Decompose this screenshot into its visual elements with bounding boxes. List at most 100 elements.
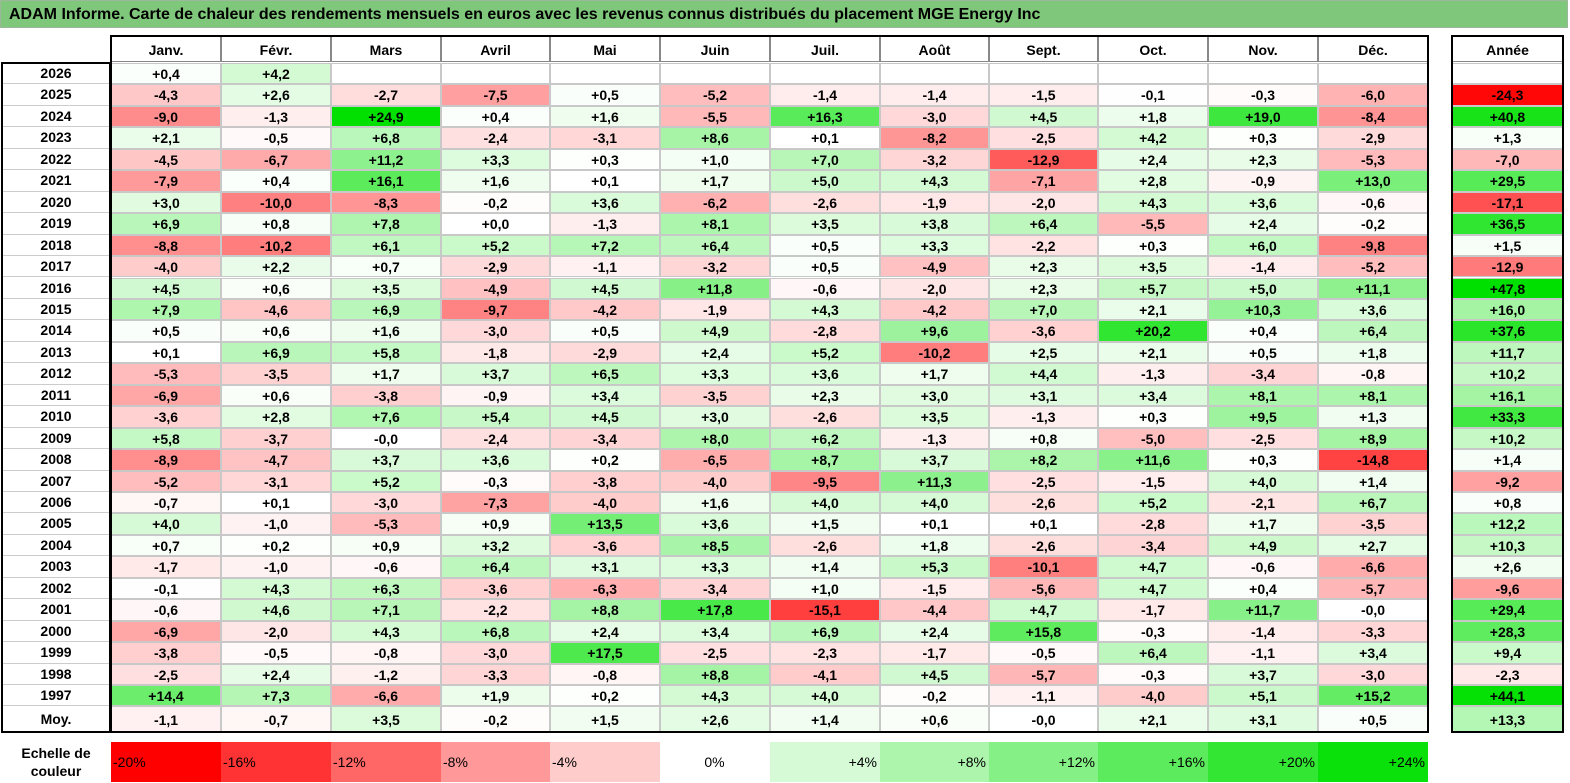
month-header-6: Juin [660, 36, 770, 62]
heatmap-cell: -0,8 [550, 663, 660, 686]
heatmap-cell: -0,6 [1208, 556, 1318, 578]
heatmap-cell: +3,0 [111, 191, 221, 214]
heatmap-cell: -0,1 [1098, 84, 1208, 106]
heatmap-cell: +7,3 [221, 685, 331, 707]
heatmap-cell: +20,2 [1098, 320, 1208, 342]
heatmap-cell: -0,0 [331, 427, 441, 450]
heatmap-cell: +3,7 [1208, 663, 1318, 686]
heatmap-cell: -0,8 [331, 642, 441, 664]
heatmap-cell: +2,1 [111, 127, 221, 149]
heatmap-cell: +5,2 [331, 470, 441, 492]
heatmap-cell: -4,1 [770, 663, 880, 686]
month-header-4: Avril [441, 36, 550, 62]
heatmap-cell: -3,3 [1318, 620, 1428, 643]
heatmap-cell: +0,4 [221, 170, 331, 192]
year-label: 2006 [2, 492, 110, 514]
average-cell: +0,6 [880, 706, 989, 732]
annual-cell: +9,4 [1452, 642, 1563, 664]
heatmap-cell: +3,6 [550, 191, 660, 214]
heatmap-cell: -5,2 [660, 84, 770, 106]
heatmap-cell: -3,8 [111, 642, 221, 664]
color-scale-label-text: Echelle de couleur [21, 745, 91, 779]
heatmap-cell: -8,9 [111, 449, 221, 471]
heatmap-cell: +2,4 [880, 620, 989, 643]
heatmap-cell: +3,6 [1318, 298, 1428, 321]
heatmap-cell: +8,5 [660, 534, 770, 557]
heatmap-cell: +3,6 [441, 449, 550, 471]
color-scale-swatch: -8% [441, 742, 550, 782]
heatmap-cell: -2,5 [989, 127, 1098, 149]
heatmap-cell: -10,1 [989, 556, 1098, 578]
heatmap-cell: +0,1 [550, 170, 660, 192]
heatmap-cell: +4,3 [660, 685, 770, 707]
heatmap-cell: -5,5 [660, 105, 770, 128]
heatmap-cell: -5,3 [111, 363, 221, 385]
heatmap-cell: -5,2 [111, 470, 221, 492]
heatmap-cell: +1,6 [550, 105, 660, 128]
heatmap-cell: +7,0 [989, 298, 1098, 321]
heatmap-cell: +0,6 [221, 320, 331, 342]
heatmap-cell: +11,3 [880, 470, 989, 492]
heatmap-cell: -5,0 [1098, 427, 1208, 450]
heatmap-cell: -2,6 [989, 534, 1098, 557]
heatmap-cell: -0,8 [1318, 363, 1428, 385]
heatmap-cell: -2,1 [1208, 492, 1318, 514]
heatmap-cell: +6,3 [331, 577, 441, 600]
heatmap-cell: +4,4 [989, 363, 1098, 385]
average-cell: +2,1 [1098, 706, 1208, 732]
year-label: 2013 [2, 341, 110, 364]
year-label: 2020 [2, 191, 110, 214]
heatmap-cell: +7,2 [550, 234, 660, 257]
heatmap-cell: -3,0 [441, 320, 550, 342]
heatmap-cell: +0,4 [441, 105, 550, 128]
heatmap-cell: -0,9 [1208, 170, 1318, 192]
average-cell: -0,7 [221, 706, 331, 732]
heatmap-cell: -2,9 [1318, 127, 1428, 149]
heatmap-cell: -0,9 [441, 384, 550, 407]
average-cell: +1,4 [770, 706, 880, 732]
heatmap-cell: +0,6 [221, 384, 331, 407]
heatmap-cell: +7,0 [770, 148, 880, 171]
heatmap-cell: +1,3 [1318, 406, 1428, 428]
heatmap-cell: +8,9 [1318, 427, 1428, 450]
heatmap-cell: +3,4 [1318, 642, 1428, 664]
heatmap-cell: +8,6 [660, 127, 770, 149]
heatmap-cell: +3,7 [331, 449, 441, 471]
color-scale-swatch: 0% [660, 742, 770, 782]
heatmap-cell: -2,9 [550, 341, 660, 364]
heatmap-cell: +1,9 [441, 685, 550, 707]
heatmap-cell: -3,7 [221, 427, 331, 450]
heatmap-cell: -3,2 [880, 148, 989, 171]
heatmap-cell: +2,5 [989, 341, 1098, 364]
month-header-3: Mars [331, 36, 441, 62]
heatmap-cell: +13,5 [550, 513, 660, 535]
year-label: 2024 [2, 105, 110, 128]
heatmap-cell: -5,7 [1318, 577, 1428, 600]
heatmap-cell: +1,7 [331, 363, 441, 385]
heatmap-cell: -15,1 [770, 599, 880, 621]
annual-cell: +1,3 [1452, 127, 1563, 149]
color-scale-swatch: +16% [1098, 742, 1208, 782]
heatmap-cell: -4,0 [1098, 685, 1208, 707]
heatmap-cell: -4,2 [550, 298, 660, 321]
heatmap-cell: +6,4 [441, 556, 550, 578]
heatmap-cell: -5,2 [1318, 256, 1428, 278]
heatmap-cell: +15,2 [1318, 685, 1428, 707]
heatmap-cell: +16,1 [331, 170, 441, 192]
heatmap-cell: -1,7 [880, 642, 989, 664]
annual-cell: +36,5 [1452, 213, 1563, 235]
annual-cell: -12,9 [1452, 256, 1563, 278]
heatmap-cell: +2,3 [989, 277, 1098, 299]
heatmap-cell: -1,3 [550, 213, 660, 235]
heatmap-cell: -1,5 [989, 84, 1098, 106]
heatmap-cell: +7,6 [331, 406, 441, 428]
heatmap-cell: +8,8 [660, 663, 770, 686]
heatmap-cell: -3,6 [550, 534, 660, 557]
heatmap-cell: +5,8 [331, 341, 441, 364]
year-label: 2019 [2, 213, 110, 235]
heatmap-cell: -5,5 [1098, 213, 1208, 235]
heatmap-cell: +7,9 [111, 298, 221, 321]
heatmap-cell: -2,6 [770, 191, 880, 214]
heatmap-cell [550, 63, 660, 85]
heatmap-cell: -6,6 [331, 685, 441, 707]
